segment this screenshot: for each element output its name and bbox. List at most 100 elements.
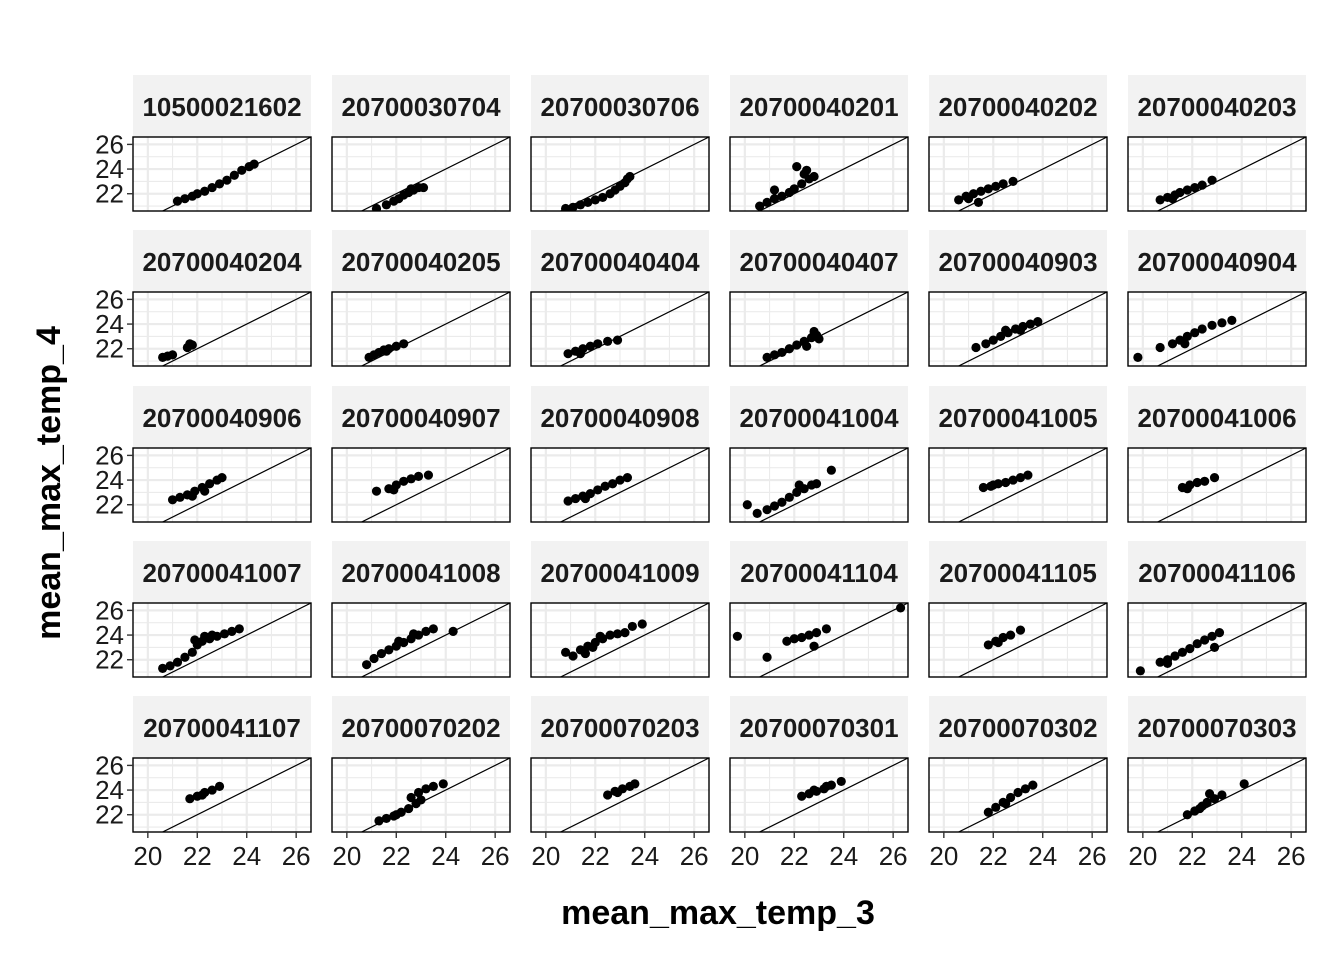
data-point <box>784 344 794 354</box>
data-point <box>200 631 210 641</box>
data-point <box>1239 779 1249 789</box>
facet-strip-label: 20700040201 <box>739 92 898 122</box>
panel-border <box>530 136 710 212</box>
data-point <box>1155 195 1165 205</box>
facet-strip-label: 10500021602 <box>142 92 301 122</box>
y-tick-label: 22 <box>95 334 124 364</box>
data-point <box>1192 639 1202 649</box>
x-tick-label: 22 <box>581 841 610 871</box>
data-point <box>369 653 379 664</box>
data-point <box>423 470 434 480</box>
data-point <box>406 474 416 484</box>
gridlines <box>332 137 510 211</box>
data-point <box>1207 320 1217 330</box>
panel-border <box>729 602 909 678</box>
data-point <box>406 792 416 803</box>
data-point <box>1167 339 1178 349</box>
reference-line <box>1156 137 1306 211</box>
data-point <box>381 813 391 824</box>
facet-panel: 20700040407 <box>729 230 909 367</box>
data-point <box>797 791 807 801</box>
data-point <box>1192 477 1202 488</box>
data-point <box>200 486 210 496</box>
facet-strip-label: 20700070301 <box>739 713 898 743</box>
data-point <box>809 641 819 651</box>
data-point <box>988 335 998 345</box>
data-point <box>792 340 802 350</box>
reference-line <box>957 292 1107 366</box>
y-tick-label: 24 <box>95 465 124 495</box>
data-point <box>1008 475 1018 485</box>
data-point <box>207 630 217 640</box>
gridlines <box>531 292 709 366</box>
facet-panel: 20700041106 <box>1127 541 1307 678</box>
data-point <box>782 636 792 646</box>
data-point <box>996 331 1006 341</box>
data-point <box>605 630 615 640</box>
data-point <box>637 619 647 629</box>
data-point <box>1015 473 1026 483</box>
data-point <box>789 634 799 644</box>
facet-strip-label: 20700041007 <box>142 558 301 588</box>
data-point <box>575 200 586 210</box>
data-point <box>234 624 244 634</box>
data-point <box>381 346 391 356</box>
data-point <box>1177 647 1187 657</box>
facet-strip <box>929 696 1107 758</box>
data-point <box>399 339 409 349</box>
facet-strip <box>133 696 311 758</box>
facet-strip <box>730 230 908 292</box>
data-point <box>895 603 906 613</box>
facet-strip-label: 20700070203 <box>540 713 699 743</box>
data-point <box>603 790 613 800</box>
x-tick-label: 24 <box>829 841 858 871</box>
data-point <box>1020 784 1031 794</box>
data-point <box>797 179 807 189</box>
data-point <box>421 626 431 636</box>
x-tick-label: 22 <box>979 841 1008 871</box>
gridlines <box>730 758 908 832</box>
data-point <box>769 350 780 360</box>
facet-strip <box>332 230 510 292</box>
data-point <box>1005 630 1016 640</box>
data-point <box>1190 182 1200 193</box>
x-tick-label: 24 <box>1028 841 1057 871</box>
data-point <box>752 508 762 518</box>
panel-border <box>132 447 312 523</box>
reference-line <box>559 448 709 522</box>
panel-border <box>331 136 511 212</box>
data-point <box>583 197 593 207</box>
facet-strip <box>1128 386 1306 448</box>
x-tick-label: 22 <box>183 841 212 871</box>
y-tick-label: 26 <box>95 129 124 159</box>
panel-border <box>331 602 511 678</box>
data-point <box>622 473 633 483</box>
y-tick-label: 24 <box>95 620 124 650</box>
data-point <box>590 195 600 205</box>
data-point <box>971 342 981 353</box>
data-point <box>769 194 780 204</box>
panel-border <box>928 291 1108 367</box>
facet-strip <box>133 230 311 292</box>
data-point <box>413 471 424 481</box>
gridlines <box>1128 758 1306 832</box>
reference-line <box>957 758 1107 832</box>
data-point <box>1023 470 1033 480</box>
data-point <box>1200 635 1210 645</box>
panel-border <box>928 136 1108 212</box>
data-point <box>1197 324 1207 334</box>
data-point <box>607 479 618 489</box>
facet-strip-label: 20700041009 <box>540 558 699 588</box>
x-tick-label: 20 <box>332 841 361 871</box>
facet-panel: 20700040205 <box>331 230 511 367</box>
data-point <box>438 779 448 789</box>
facet-panel: 20700041107 <box>132 696 312 833</box>
facet-panel: 20700040404 <box>530 230 710 367</box>
facet-strip <box>531 230 709 292</box>
panel-border <box>1127 136 1307 212</box>
facet-panel: 20700040903 <box>928 230 1108 367</box>
facet-strip <box>531 696 709 758</box>
data-point <box>1015 325 1026 335</box>
data-point <box>809 785 819 795</box>
panel-border <box>530 447 710 523</box>
